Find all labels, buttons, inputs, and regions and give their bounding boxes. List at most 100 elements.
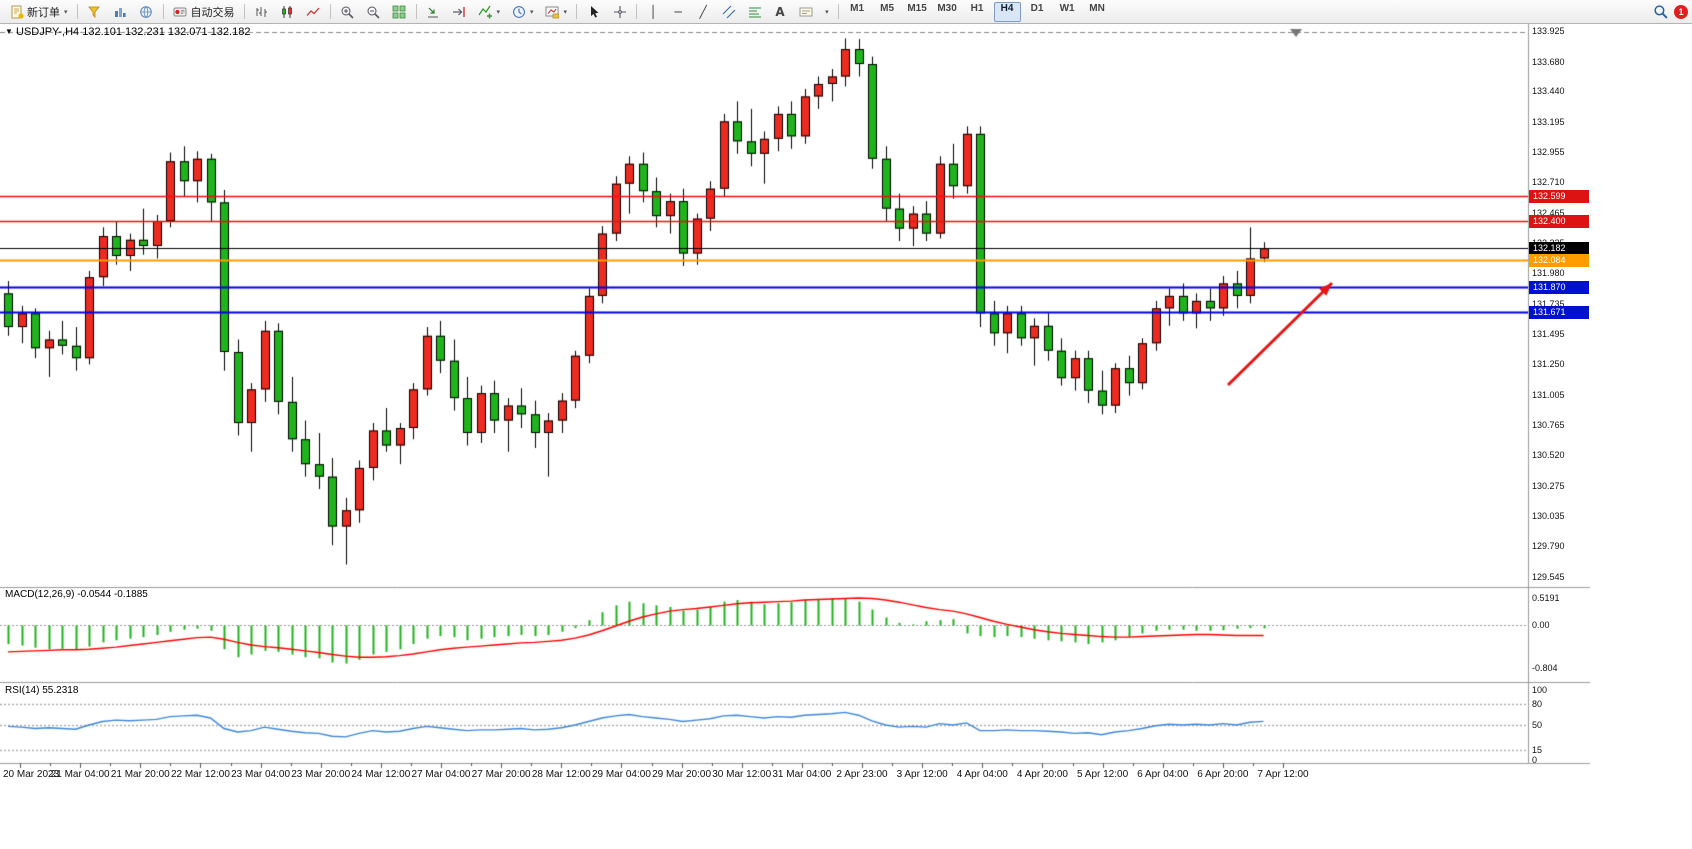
chevron-down-icon: ▾ [530, 8, 534, 16]
text-label-icon [798, 4, 813, 19]
community-button[interactable] [134, 2, 159, 22]
line-chart-button[interactable] [301, 2, 326, 22]
bar-chart-button[interactable] [249, 2, 274, 22]
vertical-line-tool[interactable]: │ [641, 2, 665, 22]
time-axis-label: 4 Apr 20:00 [1016, 769, 1068, 780]
autotrading-icon [173, 4, 188, 19]
templates-icon [545, 4, 560, 19]
chart-canvas[interactable] [0, 23, 1692, 849]
axis-overlays: 133.925 133.680 133.440 133.195 132.955 132.7… [0, 23, 1692, 849]
text-icon: A [775, 4, 785, 19]
zoom-in-button[interactable] [335, 2, 360, 22]
chevron-down-icon: ▾ [496, 8, 501, 16]
rsi-axis-label: 50 [1532, 720, 1543, 730]
cursor-button[interactable] [581, 2, 606, 22]
autotrading-button[interactable]: 自动交易 [168, 2, 240, 22]
macd-title: MACD(12,26,9) -0.0544 -0.1885 [5, 589, 148, 600]
tile-windows-button[interactable] [387, 2, 412, 22]
crosshair-icon [612, 4, 627, 19]
chevron-down-icon: ▾ [64, 8, 68, 16]
rsi-axis-label: 100 [1532, 685, 1548, 695]
price-axis-label: 129.790 [1532, 541, 1565, 552]
channel-tool[interactable] [716, 2, 741, 22]
time-axis-label: 4 Apr 04:00 [956, 769, 1008, 780]
autotrading-label: 自动交易 [190, 6, 235, 19]
zoom-out-button[interactable] [361, 2, 386, 22]
indicators-button[interactable]: ▾ [473, 2, 506, 22]
price-tag[interactable]: 131.671 [1529, 305, 1589, 319]
horizontal-line-tool[interactable]: ─ [666, 2, 690, 22]
bar-chart-icon [254, 4, 269, 19]
timeframe-m30[interactable]: M30 [937, 2, 957, 14]
time-axis-label: 28 Mar 12:00 [531, 769, 591, 780]
time-axis-label: 29 Mar 20:00 [652, 769, 712, 780]
notification-badge[interactable]: 1 [1674, 4, 1688, 19]
line-chart-icon [306, 4, 321, 19]
time-axis-label: 21 Mar 04:00 [50, 769, 110, 780]
price-tag[interactable]: 131.870 [1529, 281, 1589, 295]
zoom-in-icon [340, 4, 355, 19]
one-click-trading-arrow-icon[interactable]: ▼ [5, 27, 13, 36]
periods-button[interactable]: ▾ [506, 2, 539, 22]
new-order-button[interactable]: 新订单 ▾ [4, 2, 73, 22]
time-axis-label: 24 Mar 12:00 [351, 769, 411, 780]
price-axis-label: 132.465 [1532, 208, 1565, 218]
timeframe-m15[interactable]: M15 [907, 2, 927, 14]
price-tag[interactable]: 132.182 [1529, 242, 1589, 256]
timeframe-m5[interactable]: M5 [880, 2, 895, 14]
time-axis-label: 20 Mar 2023 [3, 769, 60, 780]
time-axis-label: 7 Apr 12:00 [1257, 769, 1309, 780]
new-order-label: 新订单 [27, 6, 60, 19]
toolbar-separator [76, 4, 78, 19]
price-axis-label: 131.005 [1532, 390, 1565, 400]
fibonacci-tool[interactable] [742, 2, 767, 22]
horizontal-line-icon: ─ [674, 4, 682, 19]
metaeditor-icon [87, 4, 102, 19]
price-tag[interactable]: 132.599 [1529, 190, 1589, 204]
macd-axis-label: -0.804 [1532, 663, 1558, 673]
trendline-tool[interactable]: ╱ [691, 2, 715, 22]
macd-axis-label: 0.5191 [1532, 593, 1560, 603]
candlestick-chart-button[interactable] [275, 2, 300, 22]
timeframe-w1[interactable]: W1 [1059, 2, 1075, 14]
search-icon[interactable] [1653, 4, 1668, 19]
chart-shift-button[interactable] [447, 2, 472, 22]
toolbar-separator [415, 4, 417, 19]
timeframe-h4[interactable]: H4 [993, 1, 1021, 22]
templates-button[interactable]: ▾ [540, 2, 573, 22]
time-axis-label: 27 Mar 04:00 [411, 769, 471, 780]
market-icon [113, 4, 128, 19]
community-icon [139, 4, 154, 19]
price-axis-label: 132.710 [1532, 177, 1565, 188]
market-button[interactable] [108, 2, 133, 22]
time-axis-label: 27 Mar 20:00 [471, 769, 531, 780]
timeframe-h1[interactable]: H1 [970, 2, 984, 14]
crosshair-button[interactable] [607, 2, 632, 22]
tile-windows-icon [392, 4, 407, 19]
price-axis-label: 133.680 [1532, 56, 1565, 67]
price-axis-label: 130.035 [1532, 510, 1565, 521]
timeframe-mn[interactable]: MN [1089, 2, 1105, 14]
price-axis-label: 130.765 [1532, 419, 1565, 430]
timeframe-m1[interactable]: M1 [850, 2, 865, 14]
price-tag[interactable]: 132.400 [1529, 215, 1589, 229]
label-tool[interactable] [793, 2, 818, 22]
rsi-axis-label: 80 [1532, 699, 1543, 709]
macd-axis-label: 0.00 [1532, 620, 1550, 631]
metaeditor-button[interactable] [82, 2, 107, 22]
periods-clock-icon [511, 4, 526, 19]
timeframe-d1[interactable]: D1 [1030, 2, 1044, 14]
auto-scroll-button[interactable] [421, 2, 446, 22]
auto-scroll-icon [426, 4, 441, 19]
chart-shift-icon [452, 4, 467, 19]
price-axis-label: 131.980 [1532, 268, 1565, 279]
time-axis-label: 31 Mar 04:00 [772, 769, 832, 780]
toolbar-separator [837, 4, 839, 19]
rsi-axis-label: 15 [1532, 744, 1543, 755]
time-axis-label: 21 Mar 20:00 [110, 769, 170, 780]
price-tag[interactable]: 132.084 [1529, 254, 1589, 268]
time-axis-label: 29 Mar 04:00 [591, 769, 651, 780]
price-axis-label: 130.275 [1532, 481, 1565, 491]
shapes-tool[interactable]: ▾ [819, 2, 834, 22]
text-tool[interactable]: A [768, 2, 792, 22]
